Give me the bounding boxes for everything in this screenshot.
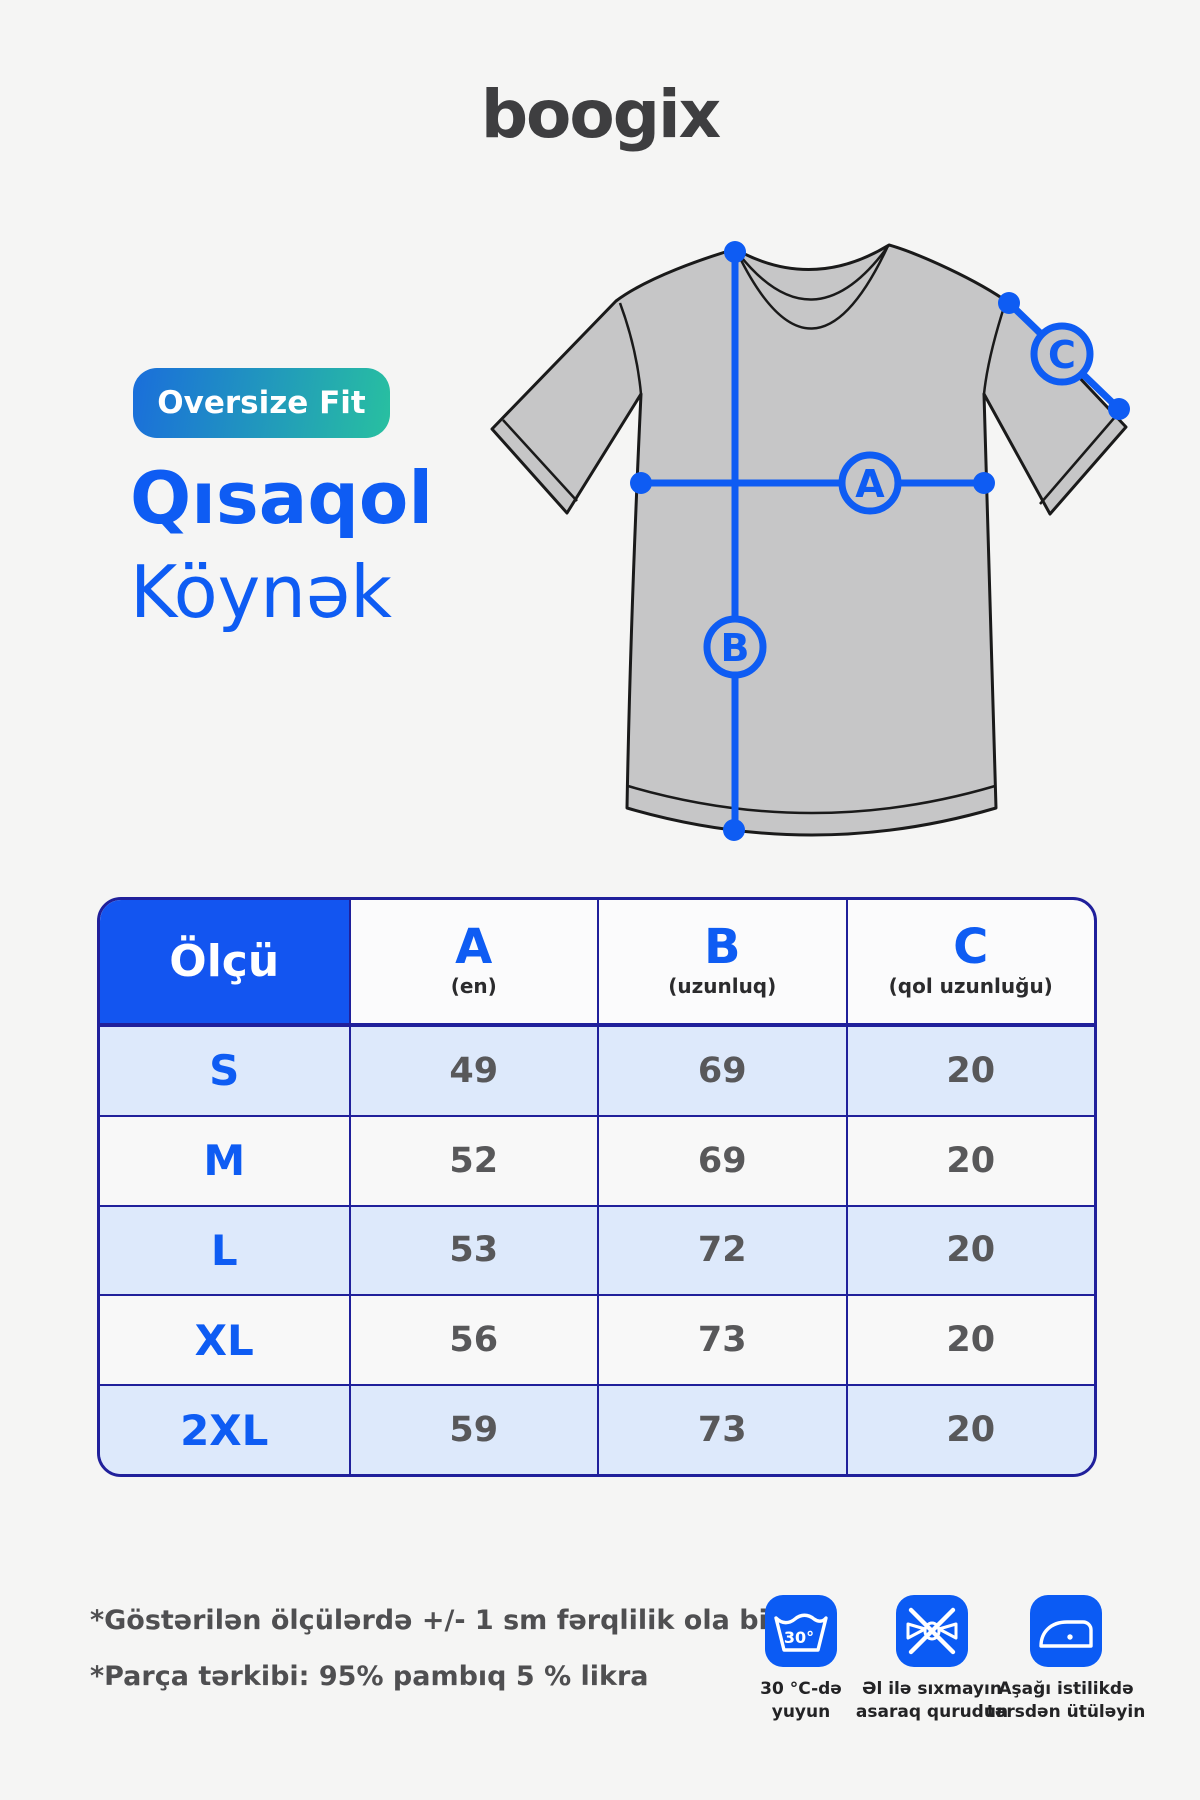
table-row-s-size: S (100, 1025, 349, 1115)
fit-badge: Oversize Fit (133, 368, 390, 438)
marker-c-label: C (1048, 333, 1076, 377)
size-table-header-b: B (uzunluq) (597, 900, 846, 1025)
tshirt-outline (490, 243, 1128, 837)
col-a-letter: A (455, 919, 493, 976)
product-title-line2: Köynək (130, 550, 392, 634)
table-row-m-b: 69 (597, 1114, 846, 1205)
care-label-wash-line2: yuyun (771, 1701, 831, 1722)
care-label-no-wring-line2: asaraq qurudun (855, 1701, 1009, 1722)
care-label-iron-line1: Aşağı istilikdə (998, 1679, 1134, 1699)
table-row-s-c: 20 (845, 1025, 1094, 1115)
brand-logo: boogix (480, 76, 721, 153)
table-row-xl-size: XL (100, 1294, 349, 1385)
size-table-header-a: A (en) (348, 900, 597, 1025)
product-title-line1: Qısaqol (130, 456, 434, 540)
care-label-wash-line1: 30 °C-də (760, 1679, 842, 1699)
wash-30-icon: 30° (765, 1595, 837, 1667)
size-table-header-c: C (qol uzunluğu) (845, 900, 1094, 1025)
marker-a-label: A (855, 462, 885, 506)
fit-badge-label: Oversize Fit (157, 385, 366, 421)
tshirt-measurement-diagram: A B C (490, 241, 1130, 841)
table-row-l-b: 72 (597, 1204, 846, 1295)
col-c-letter: C (953, 919, 989, 976)
marker-b-label: B (721, 626, 750, 670)
table-row-l-c: 20 (845, 1204, 1094, 1295)
size-col-title: Ölçü (169, 936, 280, 987)
table-row-s-a: 49 (348, 1025, 597, 1115)
table-row-2xl-size: 2XL (100, 1384, 349, 1474)
table-row-m-c: 20 (845, 1114, 1094, 1205)
wash-temp-text: 30° (784, 1628, 814, 1647)
note-tolerance: *Göstərilən ölçülərdə +/- 1 sm fərqlilik… (90, 1605, 816, 1636)
iron-low-icon (1030, 1595, 1102, 1667)
table-row-xl-c: 20 (845, 1294, 1094, 1385)
table-row-2xl-c: 20 (845, 1384, 1094, 1474)
measurement-markers: A B C (703, 322, 1094, 679)
care-label-wash: 30 °C-də yuyun (760, 1678, 842, 1724)
care-item-iron: Aşağı istilikdə tərsdən ütüləyin (987, 1595, 1146, 1724)
table-row-xl-a: 56 (348, 1294, 597, 1385)
col-b-sub: (uzunluq) (668, 973, 777, 998)
col-c-sub: (qol uzunluğu) (888, 973, 1053, 998)
care-label-iron: Aşağı istilikdə tərsdən ütüləyin (987, 1678, 1146, 1724)
table-row-2xl-a: 59 (348, 1384, 597, 1474)
care-label-no-wring: Əl ilə sıxmayın asaraq qurudun (856, 1678, 1008, 1724)
size-table: Ölçü A (en) B (uzunluq) C (qol uzunluğu)… (97, 897, 1097, 1477)
table-row-xl-b: 73 (597, 1294, 846, 1385)
table-row-l-a: 53 (348, 1204, 597, 1295)
col-a-sub: (en) (450, 973, 497, 998)
care-item-no-wring: Əl ilə sıxmayın asaraq qurudun (854, 1595, 1010, 1724)
table-row-s-b: 69 (597, 1025, 846, 1115)
care-item-wash: 30° 30 °C-də yuyun (723, 1595, 879, 1724)
care-label-no-wring-line1: Əl ilə sıxmayın (862, 1679, 1002, 1699)
table-row-l-size: L (100, 1204, 349, 1295)
table-row-2xl-b: 73 (597, 1384, 846, 1474)
table-row-m-a: 52 (348, 1114, 597, 1205)
care-label-iron-line2: tərsdən ütüləyin (986, 1701, 1146, 1722)
size-table-header-size: Ölçü (100, 900, 349, 1025)
note-fabric: *Parça tərkibi: 95% pambıq 5 % likra (90, 1661, 649, 1692)
table-row-m-size: M (100, 1114, 349, 1205)
do-not-wring-icon (896, 1595, 968, 1667)
col-b-letter: B (703, 919, 741, 976)
